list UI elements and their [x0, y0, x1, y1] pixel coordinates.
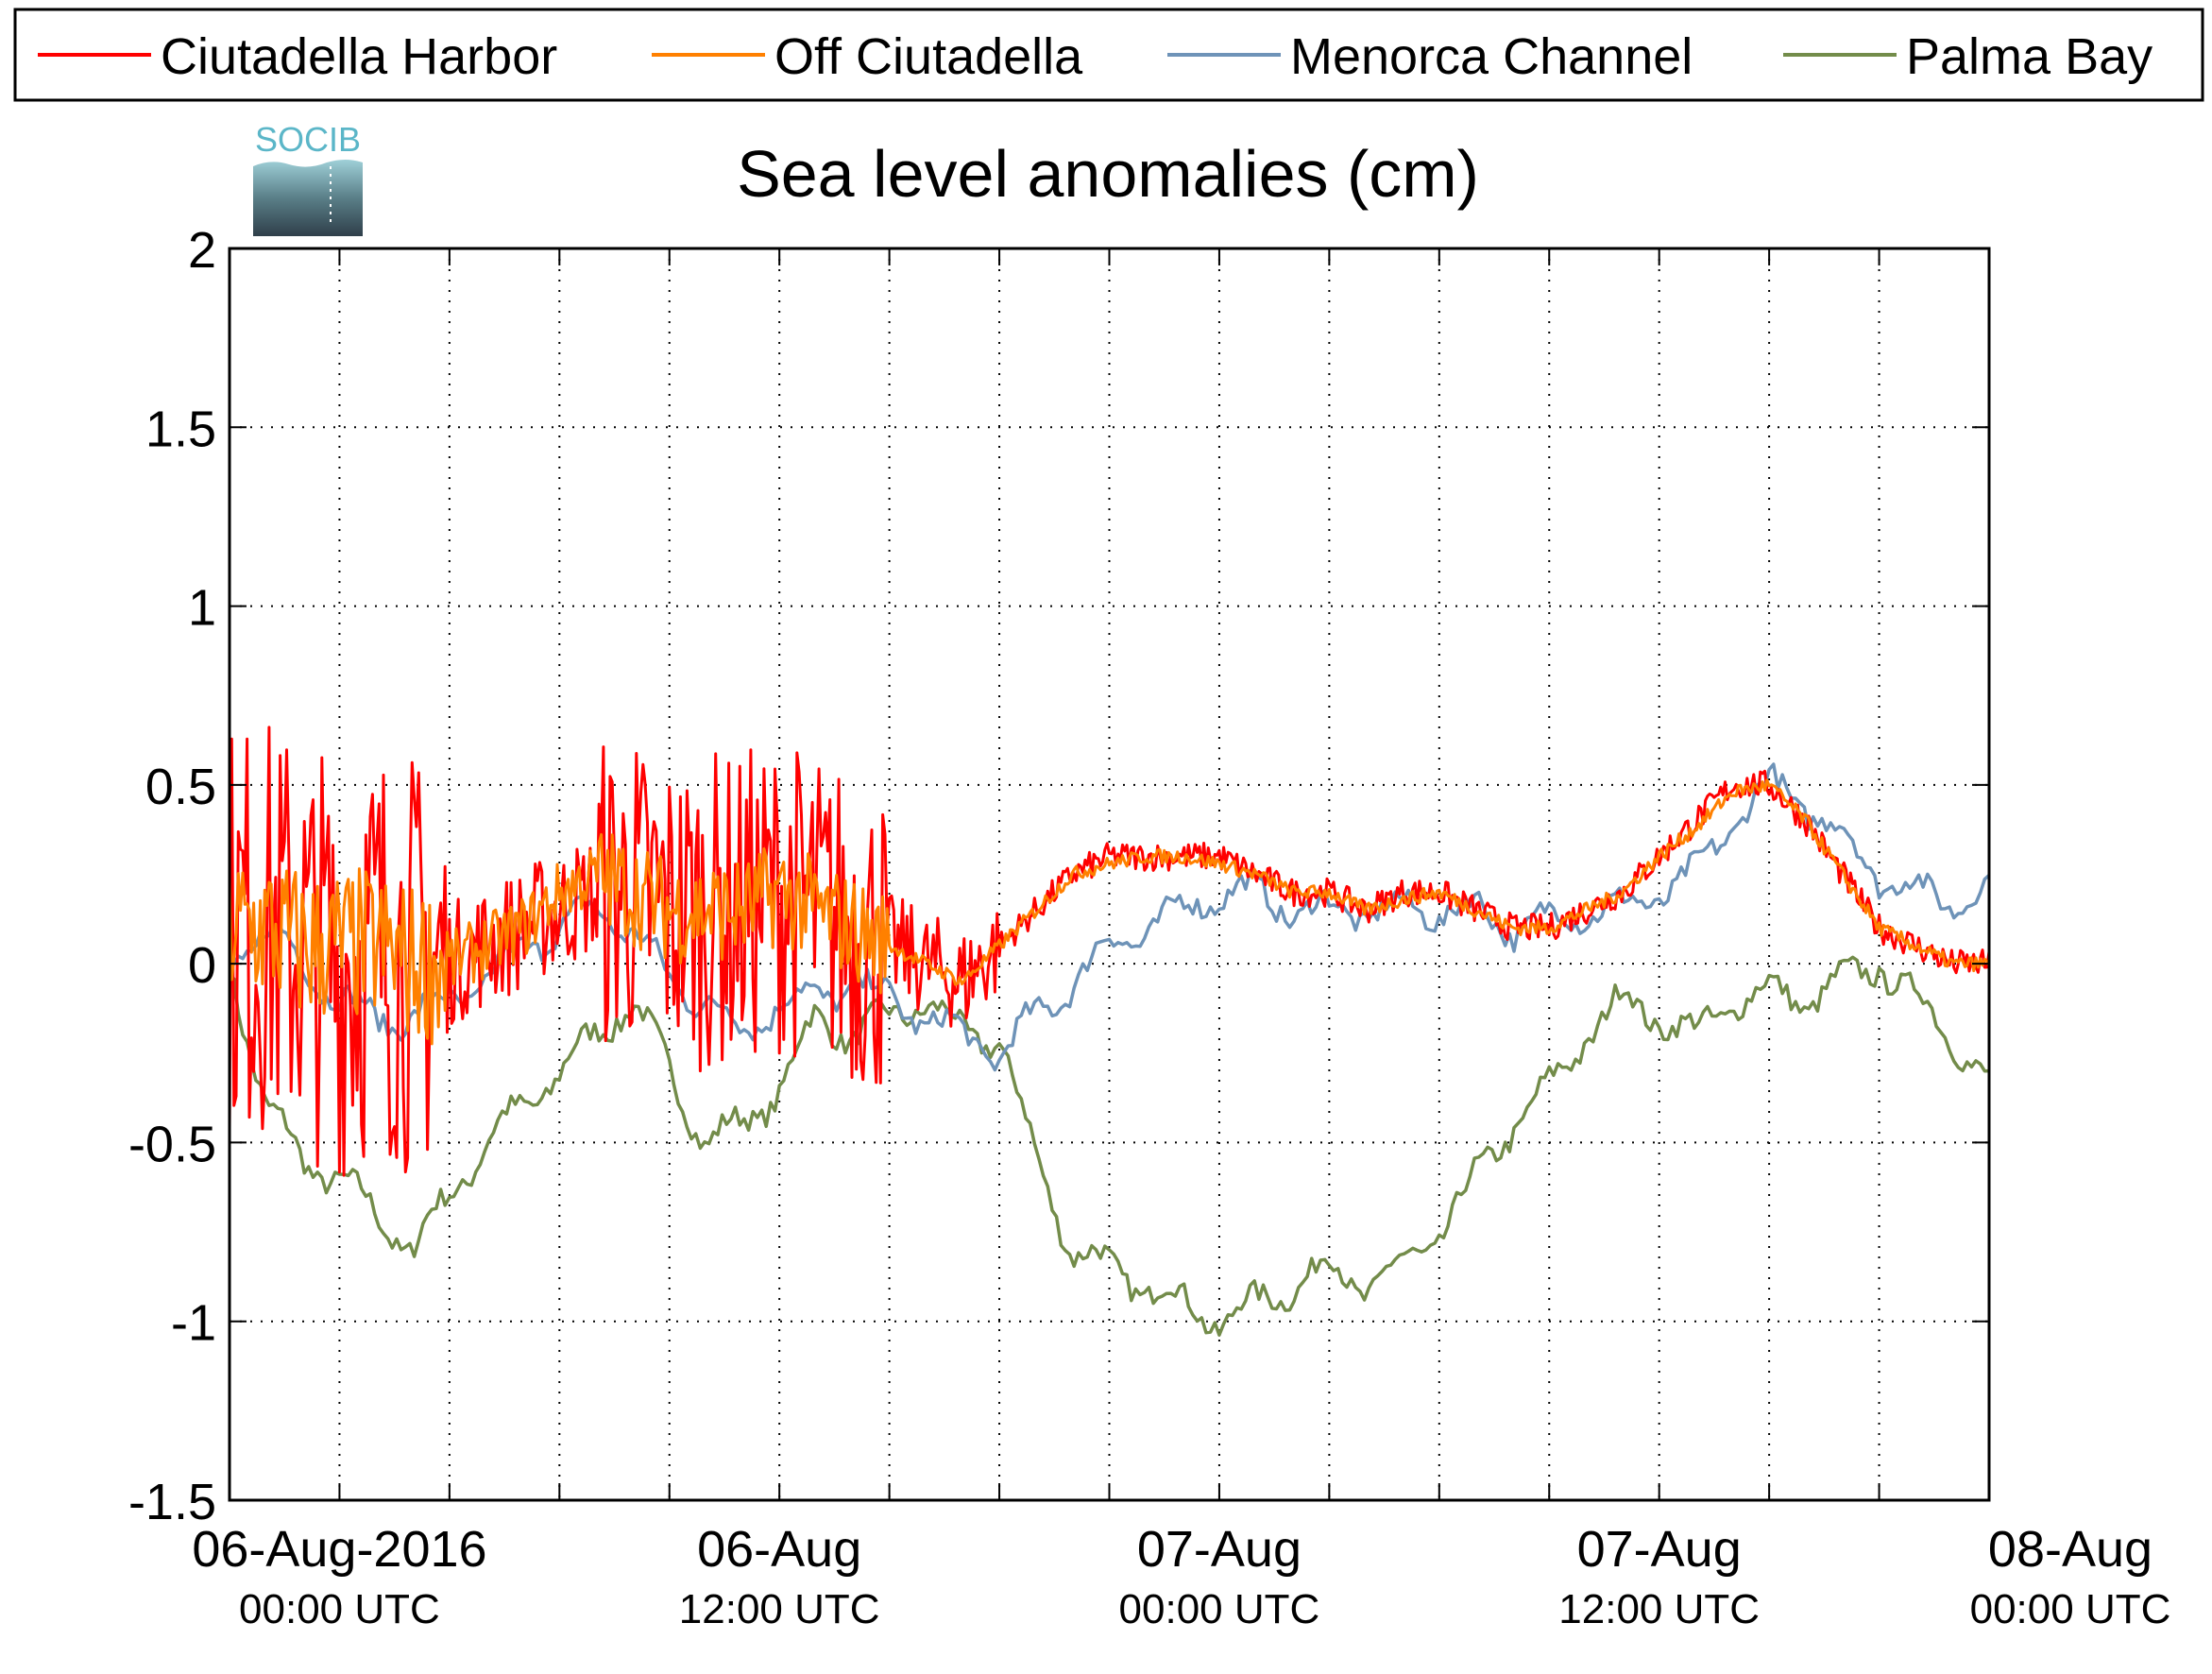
y-tick-label: 1 — [188, 580, 216, 637]
x-tick-label-date: 07-Aug — [1137, 1521, 1302, 1578]
x-tick-label-date: 08-Aug — [1988, 1521, 2152, 1578]
y-tick-label: 0 — [188, 937, 216, 994]
y-axis-labels: -1.5 -1 -0.5 0 0.5 1 1.5 2 — [128, 222, 216, 1530]
legend: Ciutadella Harbor Off Ciutadella Menorca C… — [13, 8, 2204, 102]
series-line-palma-bay — [229, 955, 1990, 1337]
x-tick-label-time: 00:00 UTC — [239, 1586, 440, 1632]
legend-item-palma-bay: Palma Bay — [1783, 28, 2152, 85]
logo-text: SOCIB — [255, 120, 361, 159]
x-tick-label-date: 06-Aug — [697, 1521, 861, 1578]
y-tick-label: 0.5 — [145, 759, 216, 815]
y-tick-label: 1.5 — [145, 401, 216, 457]
chart-title: Sea level anomalies (cm) — [737, 137, 1479, 211]
legend-label: Palma Bay — [1906, 28, 2152, 85]
x-tick-label-time: 00:00 UTC — [1119, 1586, 1320, 1632]
x-tick-label-date: 07-Aug — [1577, 1521, 1742, 1578]
legend-label: Ciutadella Harbor — [161, 28, 557, 85]
logo-wave — [253, 160, 363, 236]
axis-ticks — [230, 248, 1989, 1501]
y-tick-label: 2 — [188, 222, 216, 279]
legend-item-off-ciutadella: Off Ciutadella — [652, 28, 1083, 85]
socib-logo: SOCIB — [253, 120, 363, 236]
y-tick-label: -1 — [171, 1295, 216, 1352]
legend-item-menorca-channel: Menorca Channel — [1167, 28, 1693, 85]
x-tick-label-time: 12:00 UTC — [679, 1586, 880, 1632]
x-axis-labels: 06-Aug-2016 00:00 UTC 06-Aug 12:00 UTC 07-Au… — [192, 1521, 2170, 1632]
series-line-ciutadella-harbor — [228, 726, 1991, 1177]
y-tick-label: -0.5 — [128, 1116, 216, 1172]
x-tick-label-time: 12:00 UTC — [1558, 1586, 1760, 1632]
series-layer — [228, 726, 1991, 1337]
y-tick-label: -1.5 — [128, 1474, 216, 1530]
x-tick-label-date: 06-Aug-2016 — [192, 1521, 486, 1578]
series-line-off-ciutadella — [228, 778, 1991, 1046]
legend-label: Menorca Channel — [1290, 28, 1693, 85]
legend-label: Off Ciutadella — [774, 28, 1083, 85]
legend-item-ciutadella-harbor: Ciutadella Harbor — [38, 28, 557, 85]
x-tick-label-time: 00:00 UTC — [1970, 1586, 2171, 1632]
grid — [230, 248, 1989, 1500]
